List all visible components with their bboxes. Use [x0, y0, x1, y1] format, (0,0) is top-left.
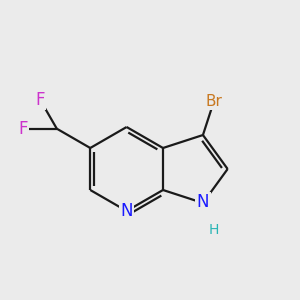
Text: F: F: [35, 91, 45, 109]
Text: N: N: [197, 193, 209, 211]
Text: N: N: [120, 202, 133, 220]
Text: H: H: [208, 223, 219, 237]
Text: F: F: [18, 120, 28, 138]
Text: Br: Br: [206, 94, 222, 109]
